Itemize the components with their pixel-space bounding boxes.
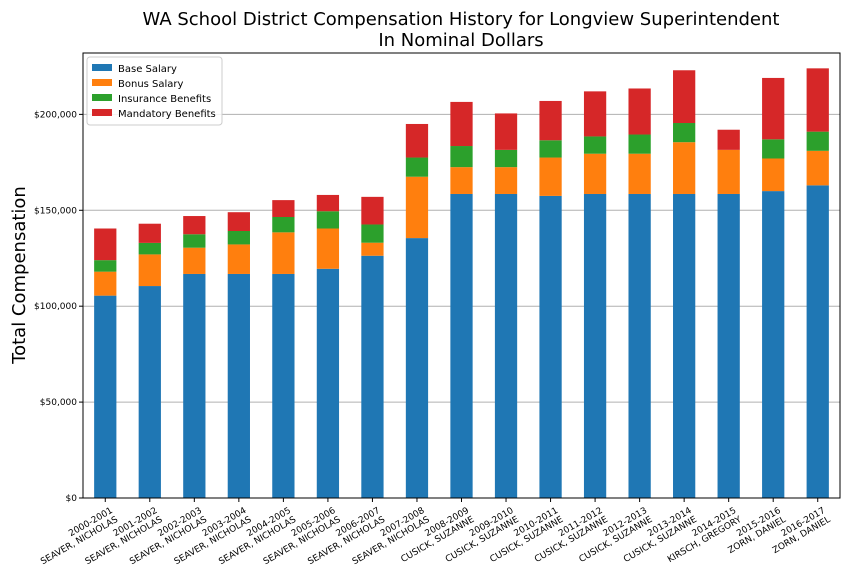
bar-base-salary	[806, 185, 829, 499]
y-tick-label: $150,000	[34, 206, 77, 216]
bar-bonus-salary	[539, 157, 562, 196]
bar-mandatory-benefits	[183, 216, 206, 235]
bar-mandatory-benefits	[628, 88, 651, 135]
bar-base-salary	[227, 273, 250, 498]
legend-label: Insurance Benefits	[118, 94, 211, 105]
bar-mandatory-benefits	[94, 228, 117, 261]
legend-box	[86, 56, 223, 126]
bar-bonus-salary	[227, 244, 250, 274]
legend-swatch	[92, 79, 112, 86]
bar-bonus-salary	[717, 149, 740, 194]
bar-mandatory-benefits	[762, 77, 785, 140]
bar-bonus-salary	[316, 228, 340, 269]
bar-insurance-benefits	[450, 146, 473, 168]
bar-bonus-salary	[628, 153, 651, 194]
bar-base-salary	[183, 273, 206, 498]
legend: Base Salary Bonus Salary Insurance Benefit…	[86, 56, 223, 126]
bar-insurance-benefits	[138, 242, 161, 255]
bar-bonus-salary	[494, 167, 518, 194]
bar-mandatory-benefits	[316, 194, 340, 212]
legend-label: Bonus Salary	[118, 79, 184, 90]
y-tick-label: $100,000	[34, 302, 77, 312]
bar-mandatory-benefits	[717, 129, 740, 150]
bar-mandatory-benefits	[583, 91, 607, 137]
bar-insurance-benefits	[539, 140, 562, 158]
bar-mandatory-benefits	[539, 100, 562, 141]
legend-swatch	[92, 94, 112, 101]
bar-bonus-salary	[405, 176, 429, 239]
bar-bonus-salary	[183, 247, 206, 274]
bar-base-salary	[138, 286, 161, 498]
bar-base-salary	[494, 193, 518, 499]
bar-insurance-benefits	[494, 149, 518, 168]
legend-swatch	[92, 64, 112, 71]
bar-mandatory-benefits	[227, 212, 250, 231]
bar-insurance-benefits	[405, 157, 429, 177]
bar-base-salary	[361, 255, 384, 498]
bar-insurance-benefits	[94, 260, 117, 272]
bar-bonus-salary	[138, 254, 161, 287]
legend-label: Base Salary	[118, 64, 177, 75]
bar-base-salary	[628, 193, 651, 499]
bar-insurance-benefits	[762, 139, 785, 159]
bar-base-salary	[405, 238, 429, 498]
bar-mandatory-benefits	[138, 223, 161, 243]
bar-base-salary	[717, 193, 740, 499]
y-tick-label: $200,000	[34, 110, 77, 120]
plot-frame	[82, 52, 841, 499]
y-tick-label: $0	[66, 494, 78, 504]
chart-subtitle: In Nominal Dollars	[378, 30, 543, 51]
bar-mandatory-benefits	[806, 68, 829, 132]
bar-base-salary	[583, 193, 607, 499]
bar-base-salary	[539, 195, 562, 498]
chart-title: WA School District Compensation History …	[143, 9, 780, 30]
bar-base-salary	[272, 273, 295, 498]
bar-bonus-salary	[583, 153, 607, 194]
bar-mandatory-benefits	[361, 196, 384, 225]
bar-insurance-benefits	[628, 134, 651, 154]
bar-insurance-benefits	[673, 123, 696, 143]
bar-bonus-salary	[450, 167, 473, 194]
bar-insurance-benefits	[316, 211, 340, 229]
bar-bonus-salary	[806, 150, 829, 186]
bar-insurance-benefits	[806, 131, 829, 151]
bar-bonus-salary	[673, 142, 696, 194]
bar-bonus-salary	[762, 158, 785, 192]
bar-insurance-benefits	[227, 231, 250, 245]
bar-base-salary	[316, 268, 340, 498]
bar-base-salary	[673, 193, 696, 499]
bar-insurance-benefits	[183, 234, 206, 248]
bar-bonus-salary	[361, 242, 384, 256]
legend-label: Mandatory Benefits	[118, 109, 216, 120]
y-axis-label: Total Compensation	[9, 186, 30, 365]
bars	[94, 68, 829, 499]
bar-mandatory-benefits	[272, 200, 295, 217]
bar-mandatory-benefits	[673, 70, 696, 124]
bar-mandatory-benefits	[494, 113, 518, 150]
y-tick-label: $50,000	[40, 398, 77, 408]
bar-insurance-benefits	[361, 224, 384, 243]
legend-swatch	[92, 109, 112, 116]
bar-insurance-benefits	[272, 216, 295, 233]
bar-base-salary	[762, 191, 785, 498]
bar-mandatory-benefits	[450, 101, 473, 147]
bar-bonus-salary	[272, 232, 295, 274]
bar-base-salary	[450, 193, 473, 499]
x-tick-label: 2000-2001SEAVER, NICHOLAS	[34, 506, 120, 567]
bar-bonus-salary	[94, 271, 117, 296]
bar-base-salary	[94, 295, 117, 498]
bar-insurance-benefits	[583, 136, 607, 154]
bar-mandatory-benefits	[405, 123, 429, 158]
